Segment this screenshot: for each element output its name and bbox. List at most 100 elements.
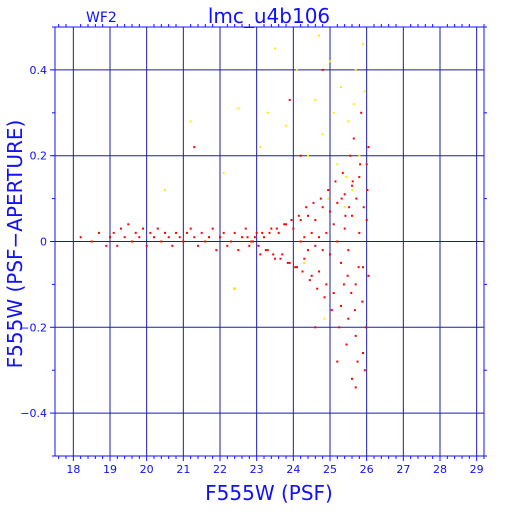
data-point (351, 189, 353, 191)
data-point (349, 154, 352, 157)
data-point (109, 236, 111, 239)
data-point (160, 240, 163, 243)
data-point (323, 317, 326, 320)
y-tick-label: −0.2 (20, 321, 47, 334)
data-point (327, 197, 330, 200)
y-tick-label: −0.4 (20, 407, 47, 420)
data-point (327, 189, 330, 191)
x-tick-label: 29 (470, 463, 484, 476)
data-point (358, 231, 361, 234)
data-point (237, 249, 240, 252)
data-point (116, 244, 119, 247)
data-point (343, 206, 346, 209)
data-point (348, 206, 351, 209)
data-point (285, 124, 287, 127)
x-tick-label: 22 (213, 463, 227, 476)
data-point (340, 304, 342, 307)
data-point (307, 249, 309, 252)
data-point (270, 227, 273, 230)
data-point (275, 227, 278, 230)
data-point (314, 244, 317, 247)
data-point (359, 163, 362, 166)
data-point (314, 98, 317, 101)
data-point (79, 236, 82, 239)
data-point (285, 223, 287, 226)
data-point (142, 227, 144, 230)
data-point (274, 257, 276, 260)
data-point (264, 249, 267, 252)
data-point (175, 231, 177, 234)
data-point (346, 274, 349, 277)
data-point (318, 270, 320, 273)
data-point (167, 236, 170, 239)
data-point (112, 231, 115, 234)
chart-title: lmc_u4b106 (208, 4, 330, 28)
data-point (261, 231, 264, 234)
data-point (246, 236, 249, 239)
data-point (360, 111, 363, 114)
data-point (303, 236, 306, 239)
data-point (361, 300, 364, 303)
data-point (257, 244, 260, 247)
data-point (290, 219, 293, 221)
data-point (363, 90, 366, 93)
data-point (325, 283, 328, 286)
data-point (325, 231, 328, 234)
data-point (341, 171, 344, 174)
data-point (120, 227, 122, 230)
data-point (274, 47, 276, 50)
data-point (316, 287, 319, 290)
data-point (90, 240, 93, 243)
data-point (208, 236, 210, 239)
data-point (323, 296, 326, 299)
data-point (354, 283, 357, 286)
x-tick-label: 20 (140, 463, 154, 476)
y-tick-label: 0.4 (30, 64, 48, 77)
data-point (329, 253, 331, 256)
data-point (314, 219, 317, 221)
data-point (351, 184, 353, 187)
data-point (354, 334, 357, 337)
x-tick-label: 23 (250, 463, 264, 476)
data-point (336, 240, 339, 243)
grid (55, 27, 484, 456)
data-point (303, 261, 306, 264)
data-point (356, 360, 359, 363)
data-point (365, 219, 368, 221)
data-point (329, 210, 331, 213)
data-point (354, 68, 357, 71)
data-point (156, 227, 159, 230)
data-point (332, 111, 335, 114)
tick-marks (50, 24, 487, 461)
data-point (145, 244, 148, 247)
y-axis-title: F555W (PSF−APERTURE) (3, 120, 27, 369)
data-point (230, 240, 232, 243)
data-point (193, 236, 196, 239)
data-point (279, 257, 282, 260)
data-point (286, 261, 289, 264)
data-point (277, 231, 280, 234)
data-point (367, 274, 370, 277)
data-point (307, 154, 309, 157)
panel-label: WF2 (86, 10, 117, 26)
data-point (367, 146, 370, 149)
data-point (345, 343, 348, 346)
data-point (332, 292, 335, 294)
data-point (204, 240, 207, 243)
data-point (222, 171, 225, 174)
data-point (312, 201, 315, 204)
data-point (211, 227, 214, 230)
data-point (200, 231, 203, 234)
data-point (344, 214, 347, 217)
data-point (105, 244, 108, 247)
data-point (321, 133, 324, 136)
data-point (363, 369, 366, 372)
data-point (319, 197, 322, 200)
data-point (340, 261, 342, 264)
data-point (301, 270, 304, 273)
data-point (362, 43, 364, 46)
data-point (138, 236, 141, 239)
data-point (318, 236, 320, 239)
data-point (321, 206, 324, 209)
